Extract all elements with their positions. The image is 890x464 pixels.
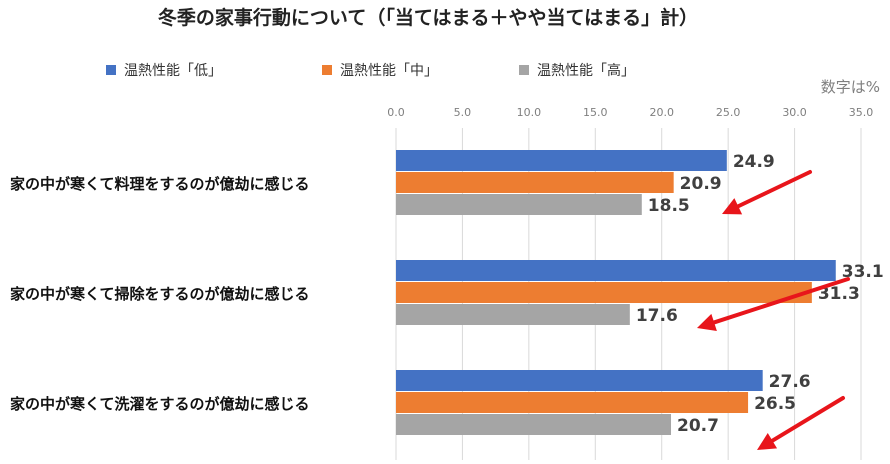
arrow-3 (757, 396, 845, 450)
value-labels: 24.9 20.918.5 33.131.3 17.6 27.626.5 20.7 (636, 152, 884, 436)
chart-title: 冬季の家事行動について（「当てはまる＋やや当てはまる」計） (158, 6, 698, 29)
x-tick-label: 25.0 (716, 106, 741, 119)
x-tick-label: 30.0 (782, 106, 807, 119)
legend-swatch-2 (322, 65, 332, 75)
bar-1-1 (396, 150, 727, 171)
bar-2-1 (396, 260, 836, 281)
x-tick-label: 0.0 (387, 106, 405, 119)
x-tick-label: 20.0 (649, 106, 674, 119)
value-label-1-3: 18.5 (648, 196, 690, 216)
arrow-1 (722, 170, 812, 215)
value-label-2-2: 31.3 (818, 284, 860, 304)
x-tick-label: 15.0 (583, 106, 608, 119)
bar-3-3 (396, 414, 672, 435)
x-axis-ticks: 0.0 5.0 10.0 15.0 20.0 25.0 30.0 35.0 (387, 106, 873, 119)
bars (396, 150, 836, 435)
category-label-3: 家の中が寒くて洗濯をするのが億劫に感じる (10, 395, 310, 413)
value-label-1-1: 24.9 (733, 152, 775, 172)
legend-label-1: 温熱性能「低」 (124, 63, 222, 79)
bar-2-2 (396, 282, 812, 303)
value-label-3-2: 26.5 (754, 394, 796, 414)
category-labels: 家の中が寒くて料理をするのが億劫に感じる家の中が寒くて掃除をするのが億劫に感じる… (10, 175, 310, 413)
x-tick-label: 10.0 (517, 106, 542, 119)
value-label-2-3: 17.6 (636, 306, 678, 326)
category-label-1: 家の中が寒くて料理をするのが億劫に感じる (10, 175, 310, 193)
bar-3-1 (396, 370, 763, 391)
value-label-1-2: 20.9 (680, 174, 722, 194)
x-tick-label: 5.0 (454, 106, 472, 119)
arrow-2 (697, 277, 850, 332)
bar-1-2 (396, 172, 674, 193)
value-label-2-1: 33.1 (842, 262, 884, 282)
legend-swatch-1 (106, 65, 116, 75)
bar-2-3 (396, 304, 630, 325)
annotation-arrows (697, 170, 850, 450)
legend-label-3: 温熱性能「高」 (537, 62, 635, 79)
legend: 温熱性能「低」 温熱性能「中」 温熱性能「高」 (106, 62, 635, 79)
unit-note: 数字は% (821, 78, 880, 96)
legend-swatch-3 (519, 65, 529, 75)
bar-3-2 (396, 392, 749, 413)
value-label-3-3: 20.7 (677, 416, 719, 436)
value-label-3-1: 27.6 (769, 372, 811, 392)
legend-label-2: 温熱性能「中」 (340, 63, 438, 79)
bar-1-3 (396, 194, 642, 215)
x-tick-label: 35.0 (849, 106, 874, 119)
category-label-2: 家の中が寒くて掃除をするのが億劫に感じる (10, 285, 310, 303)
